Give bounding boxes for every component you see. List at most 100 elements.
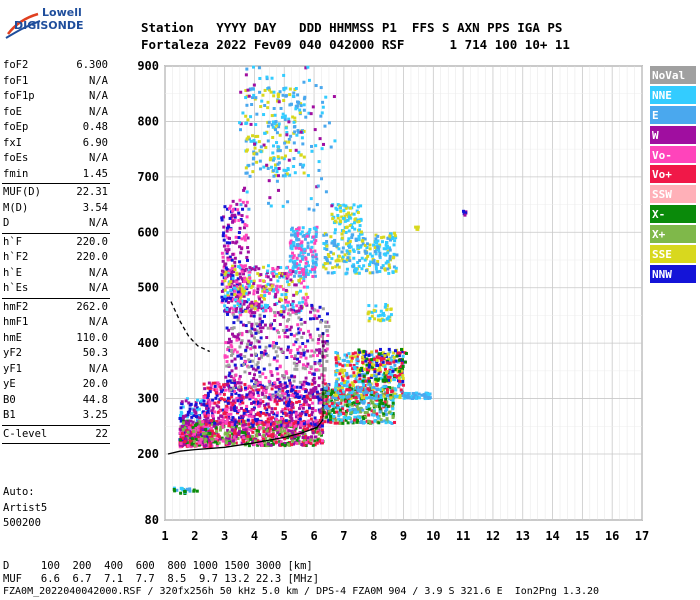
echo-point bbox=[370, 390, 374, 394]
echo-point bbox=[256, 361, 260, 365]
echo-point bbox=[233, 386, 237, 390]
echo-point bbox=[188, 487, 192, 491]
echo-point bbox=[413, 396, 417, 400]
echo-point bbox=[266, 402, 270, 406]
echo-point bbox=[290, 436, 294, 440]
echo-point bbox=[289, 433, 293, 437]
echo-point bbox=[312, 208, 316, 212]
echo-point bbox=[257, 295, 261, 299]
echo-point bbox=[269, 278, 273, 282]
echo-point bbox=[393, 363, 397, 367]
echo-point bbox=[393, 234, 397, 238]
echo-point bbox=[257, 267, 261, 271]
echo-point bbox=[186, 436, 190, 440]
echo-point bbox=[286, 420, 290, 424]
echo-point bbox=[377, 372, 381, 376]
echo-point bbox=[323, 124, 327, 128]
echo-point bbox=[321, 439, 325, 443]
echo-point bbox=[334, 396, 338, 400]
echo-point bbox=[364, 415, 368, 419]
echo-point bbox=[358, 377, 362, 381]
echo-point bbox=[291, 229, 295, 233]
echo-point bbox=[463, 213, 467, 217]
echo-point bbox=[225, 285, 229, 289]
echo-point bbox=[309, 438, 313, 442]
x-tick-label: 2 bbox=[191, 529, 198, 543]
echo-point bbox=[392, 351, 396, 355]
echo-point bbox=[344, 409, 348, 413]
echo-point bbox=[337, 357, 341, 361]
echo-point bbox=[229, 340, 233, 344]
echo-point bbox=[238, 396, 242, 400]
echo-point bbox=[359, 393, 363, 397]
echo-point bbox=[190, 411, 194, 415]
echo-point bbox=[294, 432, 298, 436]
echo-point bbox=[388, 370, 392, 374]
echo-point bbox=[237, 416, 241, 420]
echo-point bbox=[255, 388, 259, 392]
echo-point bbox=[299, 241, 303, 245]
echo-point bbox=[335, 380, 339, 384]
echo-point bbox=[259, 105, 263, 109]
echo-point bbox=[189, 431, 193, 435]
echo-point bbox=[250, 353, 254, 357]
echo-point bbox=[267, 420, 271, 424]
echo-point bbox=[291, 115, 295, 119]
echo-point bbox=[302, 353, 306, 357]
echo-point bbox=[323, 355, 327, 359]
echo-point bbox=[318, 410, 322, 414]
echo-point bbox=[336, 382, 340, 386]
echo-point bbox=[184, 437, 188, 441]
echo-point bbox=[231, 209, 235, 213]
echo-point bbox=[227, 441, 231, 445]
echo-point bbox=[271, 344, 275, 348]
echo-point bbox=[335, 351, 339, 355]
echo-point bbox=[214, 381, 218, 385]
echo-point bbox=[270, 439, 274, 443]
echo-point bbox=[250, 311, 254, 315]
echo-point bbox=[238, 302, 242, 306]
echo-point bbox=[265, 77, 269, 81]
echo-point bbox=[321, 430, 325, 434]
echo-point bbox=[288, 259, 292, 263]
echo-point bbox=[244, 413, 248, 417]
echo-point bbox=[401, 354, 405, 358]
echo-point bbox=[238, 284, 242, 288]
echo-point bbox=[236, 381, 240, 385]
echo-point bbox=[204, 444, 208, 448]
echo-point bbox=[197, 433, 201, 437]
echo-point bbox=[206, 424, 210, 428]
echo-point bbox=[404, 351, 408, 355]
echo-point bbox=[264, 305, 268, 309]
echo-point bbox=[281, 272, 285, 276]
echo-point bbox=[316, 327, 320, 331]
echo-point bbox=[203, 395, 207, 399]
echo-point bbox=[284, 292, 288, 296]
echo-point bbox=[290, 280, 294, 284]
echo-point bbox=[267, 88, 271, 92]
echo-point bbox=[312, 381, 316, 385]
echo-point bbox=[294, 394, 298, 398]
echo-point bbox=[233, 293, 237, 297]
echo-point bbox=[377, 366, 381, 370]
echo-point bbox=[271, 120, 275, 124]
echo-point bbox=[245, 190, 249, 194]
echo-point bbox=[298, 417, 302, 421]
echo-point bbox=[354, 395, 358, 399]
echo-point bbox=[262, 113, 266, 117]
echo-point bbox=[233, 409, 237, 413]
echo-point bbox=[232, 286, 236, 290]
echo-point bbox=[187, 423, 191, 427]
echo-point bbox=[288, 87, 292, 91]
echo-point bbox=[256, 365, 260, 369]
echo-point bbox=[291, 94, 295, 98]
echo-point bbox=[333, 401, 337, 405]
echo-point bbox=[320, 177, 324, 181]
echo-point bbox=[186, 432, 190, 436]
echo-point bbox=[321, 422, 325, 426]
echo-point bbox=[288, 148, 292, 152]
echo-point bbox=[299, 423, 303, 427]
echo-point bbox=[229, 412, 233, 416]
echo-point bbox=[401, 383, 405, 387]
echo-point bbox=[313, 314, 317, 318]
